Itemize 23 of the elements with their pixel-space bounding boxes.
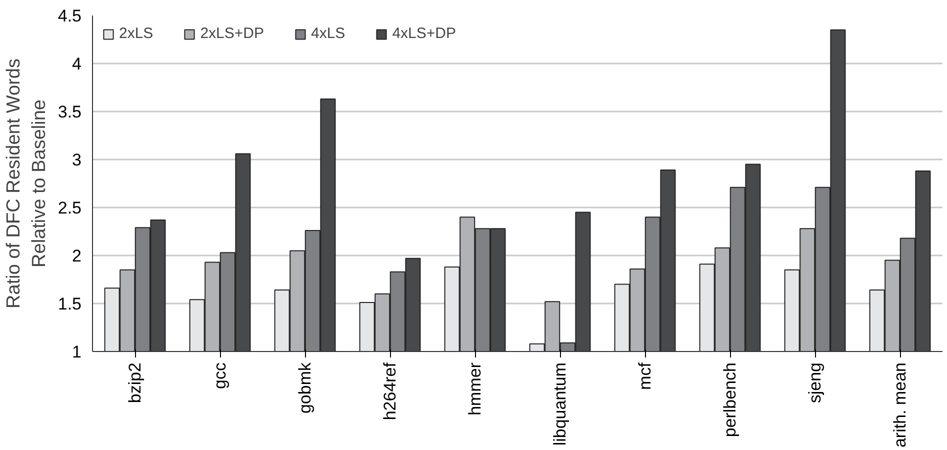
legend-label: 4xLS bbox=[311, 25, 346, 42]
y-tick-label: 1.5 bbox=[58, 294, 82, 314]
x-tick-label: arith. mean bbox=[890, 362, 910, 448]
y-tick-label: 3.5 bbox=[58, 102, 82, 122]
y-tick-label: 2 bbox=[72, 246, 82, 266]
x-tick-label: sjeng bbox=[806, 362, 824, 404]
y-tick-label: 2.5 bbox=[58, 198, 82, 218]
y-tick-label: 4 bbox=[72, 54, 82, 74]
x-tick-label: mcf bbox=[636, 362, 654, 390]
y-tick-label: 4.5 bbox=[58, 6, 82, 26]
x-tick-label: perlbench bbox=[720, 362, 740, 438]
legend-label: 2xLS+DP bbox=[200, 25, 264, 42]
y-tick-label: 3 bbox=[72, 150, 82, 170]
x-tick-label: bzip2 bbox=[126, 362, 144, 404]
y-tick-label: 1 bbox=[72, 342, 82, 362]
x-tick-label: libquantum bbox=[550, 362, 570, 446]
x-tick-label: gcc bbox=[210, 362, 230, 389]
x-tick-label: h264ref bbox=[380, 362, 400, 420]
x-tick-label: hmmer bbox=[466, 362, 484, 416]
legend-label: 2xLS bbox=[119, 25, 154, 42]
y-axis-title: Ratio of DFC Resident Words Relative to Baseline bbox=[4, 58, 50, 308]
x-tick-label: gobmk bbox=[296, 362, 314, 414]
legend-label: 4xLS+DP bbox=[392, 25, 456, 42]
